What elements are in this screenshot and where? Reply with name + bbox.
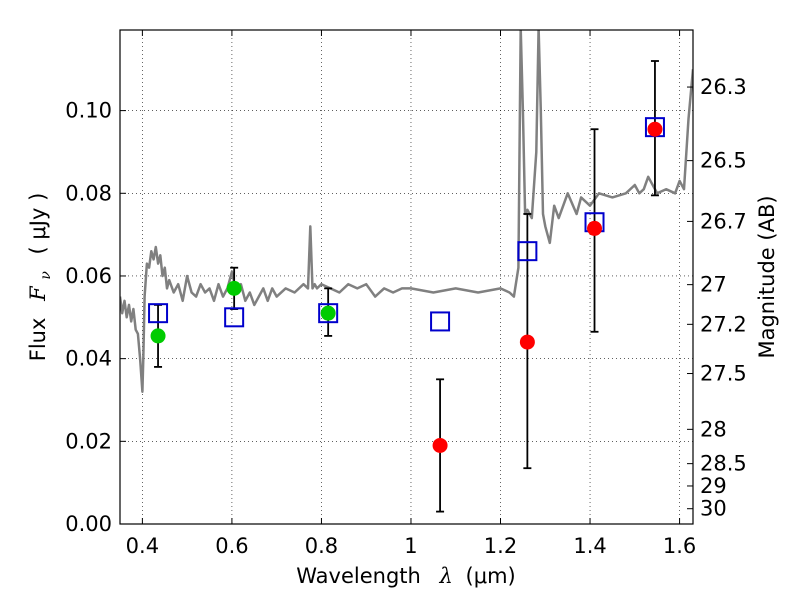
marker-layer [148, 117, 665, 453]
y2-tick-label: 27.2 [700, 312, 747, 336]
y-axis-label-unit: ( μJy ) [26, 193, 50, 255]
y-axis-label-symbol: F [26, 285, 50, 302]
y2-tick-label: 27 [700, 273, 727, 297]
y-tick-label: 0.04 [65, 347, 112, 371]
optical-detection-point [150, 328, 166, 344]
y-axis-label: Flux F ν ( μJy ) [26, 193, 55, 362]
x-axis-label-symbol: λ [439, 564, 453, 588]
y-tick-label: 0.08 [65, 181, 112, 205]
x-axis-label: Wavelength λ (μm) [296, 564, 515, 588]
optical-detection-point [320, 305, 336, 321]
y2-tick-label: 26.5 [700, 149, 747, 173]
x-tick-label: 0.8 [305, 534, 338, 558]
grid-lines [120, 30, 693, 525]
y2-tick-label: 26.3 [700, 75, 747, 99]
y2-tick-label: 28.5 [700, 452, 747, 476]
spectrum-layer [120, 30, 693, 393]
y2-tick-label: 26.7 [700, 209, 747, 233]
x-tick-label: 1.2 [484, 534, 517, 558]
x-tick-label: 0.4 [126, 534, 159, 558]
y-tick-label: 0.10 [65, 99, 112, 123]
y2-axis-label: Magnitude (AB) [755, 195, 779, 358]
x-tick-label: 1 [404, 534, 417, 558]
y2-tick-label: 29 [700, 474, 727, 498]
y-tick-label: 0.02 [65, 429, 112, 453]
nir-detection-point [647, 121, 663, 137]
y2-tick-label: 28 [700, 417, 727, 441]
model-photometry-square [517, 241, 538, 262]
y2-tick-label: 27.5 [700, 362, 747, 386]
x-tick-label: 1.6 [663, 534, 696, 558]
x-tick-label: 1.4 [573, 534, 606, 558]
y-axis-label-text: Flux [26, 318, 50, 362]
model-photometry-square [148, 303, 169, 324]
y-tick-label: 0.00 [65, 512, 112, 536]
y-tick-label: 0.06 [65, 264, 112, 288]
x-tick-label: 0.6 [215, 534, 248, 558]
x-axis-label-unit: (μm) [466, 564, 516, 588]
model-photometry-square [318, 303, 339, 324]
nir-detection-point [587, 220, 603, 236]
nir-detection-point [432, 437, 448, 453]
optical-detection-point [226, 280, 242, 296]
model-photometry-square [224, 307, 245, 328]
model-photometry-square [430, 311, 451, 332]
plot-frame [119, 29, 694, 525]
y2-tick-label: 30 [700, 497, 727, 521]
y-axis-label-subscript: ν [38, 271, 54, 280]
x-axis-label-text: Wavelength [296, 564, 421, 588]
nir-detection-point [519, 334, 535, 350]
spectrum-line [120, 30, 693, 393]
tick-layer: 0.4 0.6 0.8 1 1.2 1.4 1.6 0.00 0.02 0.04 0.06 0.08 0… [65, 30, 747, 558]
